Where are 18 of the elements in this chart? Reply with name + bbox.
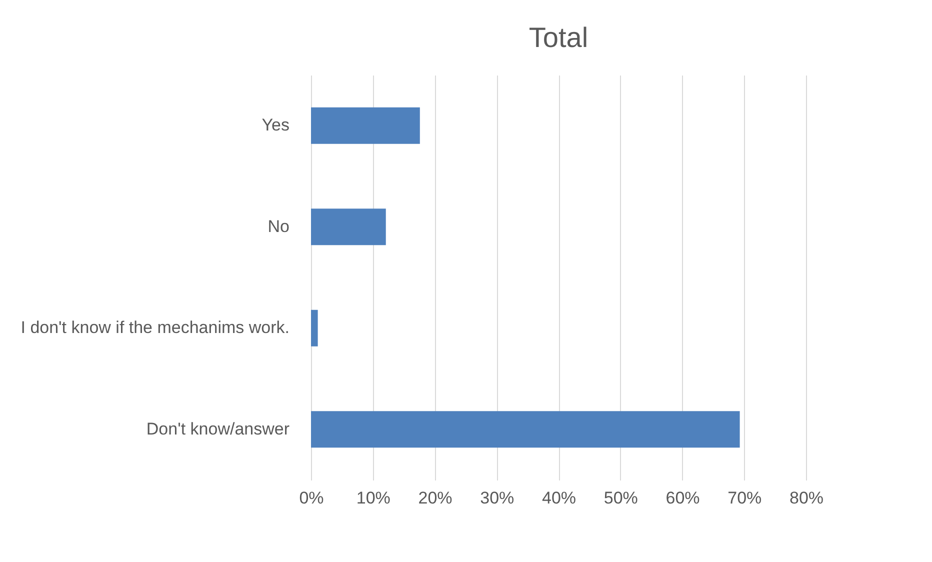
x-tick-label: 50%	[604, 488, 638, 508]
x-tick-label: 70%	[728, 488, 762, 508]
bar	[311, 107, 420, 144]
x-tick-label: 0%	[299, 488, 324, 508]
x-tick-label: 10%	[356, 488, 390, 508]
x-tick-label: 80%	[789, 488, 824, 508]
x-tick-label: 30%	[480, 488, 514, 508]
chart-title: Total	[528, 22, 588, 53]
bar	[311, 208, 386, 246]
y-tick-label: I don't know if the mechanims work.	[20, 318, 290, 338]
bar	[311, 310, 318, 346]
y-tick-label: No	[268, 216, 290, 236]
x-tick-label: 40%	[542, 488, 576, 508]
x-tick-label: 20%	[418, 488, 452, 508]
y-tick-label: Don't know/answer	[146, 419, 290, 438]
y-tick-label: Yes	[262, 116, 290, 135]
bar	[311, 411, 740, 448]
x-tick-label: 60%	[666, 488, 700, 508]
